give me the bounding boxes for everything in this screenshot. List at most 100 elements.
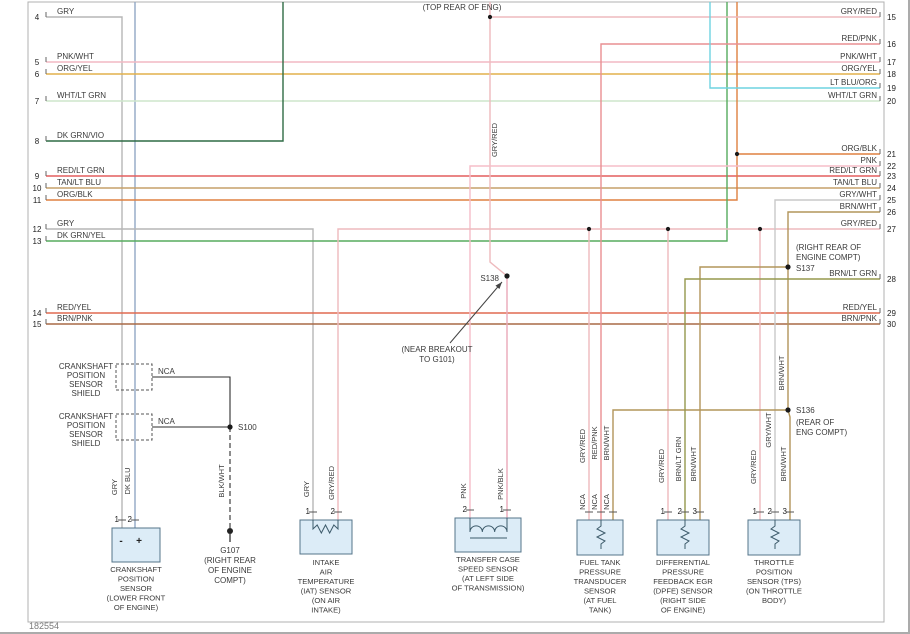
- coil-symbol: [469, 525, 508, 533]
- wire-gry-red-iat: [337, 228, 880, 520]
- diagram-number: 182554: [29, 621, 60, 631]
- pin-number: 3: [693, 507, 698, 516]
- wire-label: LT BLU/ORG: [830, 78, 877, 87]
- thermistor-symbol: [312, 520, 339, 535]
- wire-gry-iat: [46, 228, 314, 520]
- throttle-position-sensor-caption: POSITION: [756, 568, 792, 577]
- wire-brn-wht-dpfe: [699, 266, 788, 520]
- label: COMPT): [214, 576, 246, 585]
- wire-label: BRN/PNK: [841, 314, 877, 323]
- iat-sensor-caption: INTAKE: [313, 558, 340, 567]
- wire-color-label: NCA: [578, 494, 587, 510]
- pin-number-right: 23: [887, 172, 896, 181]
- pin-number: 2: [678, 507, 683, 516]
- wire-label: ORG/YEL: [57, 64, 93, 73]
- wire-color-label: NCA: [590, 494, 599, 510]
- wire-label: GRY/WHT: [839, 190, 877, 199]
- pin-number: 2: [128, 515, 133, 524]
- pin-number-left: 15: [33, 320, 42, 329]
- label: S136: [796, 406, 815, 415]
- iat-sensor-caption: AIR: [320, 568, 333, 577]
- fuel-tank-pressure-sensor-caption: (AT FUEL: [583, 596, 616, 605]
- wire-shield-drain-1: [152, 376, 231, 427]
- pin-number-right: 28: [887, 275, 896, 284]
- label: (REAR OF: [796, 418, 834, 427]
- label: OF ENGINE: [208, 566, 252, 575]
- wire-label: TAN/LT BLU: [57, 178, 101, 187]
- wire-red-pnk-ftp: [600, 43, 880, 520]
- dpfe-sensor-caption: (DPFE) SENSOR: [653, 587, 713, 596]
- wire-label: WHT/LT GRN: [828, 91, 877, 100]
- resistor-symbol: [679, 520, 691, 549]
- iat-sensor-caption: INTAKE): [311, 606, 341, 615]
- minus-symbol: -: [119, 536, 122, 547]
- wire-color-label: PNK: [459, 483, 468, 498]
- plus-symbol: +: [136, 536, 142, 547]
- wire-label: ORG/BLK: [57, 190, 93, 199]
- iat-sensor-caption: (IAT) SENSOR: [301, 587, 352, 596]
- wire-color-label: DK BLU: [123, 467, 132, 494]
- crankshaft-position-sensor-caption: SENSOR: [120, 584, 153, 593]
- wire-label: PNK/WHT: [57, 52, 94, 61]
- transfer-case-speed-sensor-caption: (AT LEFT SIDE: [462, 574, 514, 583]
- fuel-tank-pressure-sensor-caption: PRESSURE: [579, 568, 621, 577]
- dpfe-sensor-caption: PRESSURE: [662, 568, 704, 577]
- wire-label: ORG/YEL: [841, 64, 877, 73]
- wire-gry-red-main: [489, 2, 508, 277]
- label: (RIGHT REAR: [204, 556, 256, 565]
- label: TO G101): [419, 355, 455, 364]
- transfer-case-speed-sensor-caption: OF TRANSMISSION): [452, 584, 525, 593]
- note-arrowhead: [495, 282, 502, 290]
- label: SENSOR: [69, 430, 103, 439]
- wire-dk-grn-yel: [46, 2, 728, 242]
- wire-color-label: BRN/WHT: [779, 446, 788, 481]
- wire-brn-lt-grn-dpfe: [684, 278, 880, 520]
- wire-color-label: GRY/WHT: [764, 412, 773, 448]
- wire-color-label: BRN/WHT: [689, 446, 698, 481]
- throttle-position-sensor-caption: THROTTLE: [754, 558, 794, 567]
- pin-number: 2: [331, 507, 336, 516]
- throttle-position-sensor-box: [747, 519, 801, 556]
- throttle-position-sensor-caption: SENSOR (TPS): [747, 577, 801, 586]
- wire-label: TAN/LT BLU: [833, 178, 877, 187]
- pin-number: 1: [661, 507, 666, 516]
- wire-label: BRN/WHT: [840, 202, 877, 211]
- pin-number-right: 26: [887, 208, 896, 217]
- wire-label: GRY/RED: [841, 7, 878, 16]
- ckp-shield-box-1: [115, 363, 153, 391]
- iat-sensor-caption: TEMPERATURE: [298, 577, 355, 586]
- ground-dot-g107: [227, 528, 233, 534]
- label: CRANKSHAFT: [59, 362, 113, 371]
- label: SHIELD: [72, 439, 101, 448]
- splice-dot-S136: [785, 407, 791, 413]
- pin-number-right: 15: [887, 13, 896, 22]
- wire-label: BRN/PNK: [57, 314, 93, 323]
- fuel-tank-pressure-sensor-caption: TANK): [589, 606, 612, 615]
- pin-number: 1: [500, 505, 505, 514]
- wire-brn-wht-ftp: [612, 409, 788, 520]
- wire-color-label: GRY/RED: [749, 449, 758, 484]
- label: S137: [796, 264, 815, 273]
- wire-color-label: RED/PNK: [590, 426, 599, 459]
- fuel-tank-pressure-sensor-caption: TRANSDUCER: [574, 577, 627, 586]
- pin-number: 3: [783, 507, 788, 516]
- splice-dot-S138: [504, 273, 510, 279]
- junction-dot: [734, 151, 740, 157]
- pin-number-left: 9: [35, 172, 40, 181]
- wire-label: RED/LT GRN: [829, 166, 877, 175]
- pin-number-left: 14: [33, 309, 42, 318]
- wire-color-label: BRN/LT GRN: [674, 437, 683, 482]
- transfer-case-speed-sensor-caption: TRANSFER CASE: [456, 555, 520, 564]
- throttle-position-sensor-caption: (ON THROTTLE: [746, 587, 802, 596]
- wire-gry-ckp: [46, 16, 123, 528]
- pin-number-left: 12: [33, 225, 42, 234]
- resistor-symbol: [595, 520, 607, 549]
- transfer-case-speed-sensor-box: [454, 517, 522, 553]
- pin-number: 1: [306, 507, 311, 516]
- label: (NEAR BREAKOUT: [401, 345, 472, 354]
- wire-color-label: GRY: [302, 481, 311, 497]
- pin-number: 2: [463, 505, 468, 514]
- pin-number: 1: [753, 507, 758, 516]
